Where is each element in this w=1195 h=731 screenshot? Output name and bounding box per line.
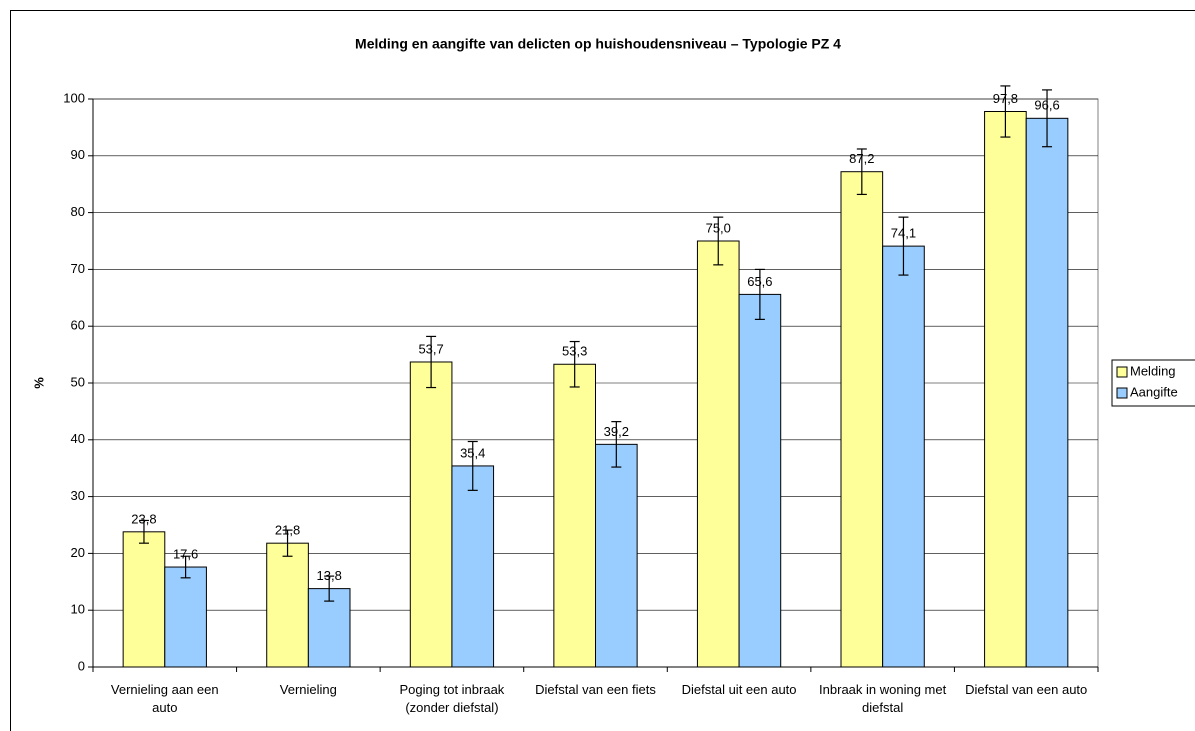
data-label: 96,6 bbox=[1034, 98, 1059, 113]
data-label: 39,2 bbox=[604, 424, 629, 439]
error-bar bbox=[180, 555, 191, 579]
data-label: 97,8 bbox=[993, 91, 1018, 106]
bar bbox=[882, 245, 925, 668]
data-label: 17,6 bbox=[173, 546, 198, 561]
bar bbox=[595, 443, 638, 668]
error-bar bbox=[1000, 85, 1011, 138]
x-tick-label: Inbraak in woning met diefstal bbox=[819, 682, 947, 715]
data-label: 87,2 bbox=[849, 151, 874, 166]
y-tick-label: 90 bbox=[71, 147, 85, 162]
error-bar bbox=[611, 421, 622, 468]
x-tick-label: Diefstal uit een auto bbox=[681, 682, 797, 697]
data-label: 21,8 bbox=[275, 523, 300, 538]
legend-label: Melding bbox=[1130, 363, 1176, 378]
error-bar bbox=[898, 216, 909, 276]
y-tick-label: 70 bbox=[71, 261, 85, 276]
x-tick-label: Diefstal van een auto bbox=[965, 682, 1088, 697]
error-bar bbox=[856, 148, 867, 196]
chart-title: Melding en aangifte van delicten op huis… bbox=[355, 36, 841, 52]
error-bar bbox=[467, 440, 478, 491]
y-tick-label: 100 bbox=[63, 90, 85, 105]
bar bbox=[266, 542, 309, 668]
error-bar bbox=[713, 216, 724, 266]
bar bbox=[738, 293, 782, 668]
y-tick-label: 0 bbox=[78, 658, 85, 673]
error-bar bbox=[569, 340, 580, 388]
legend-label: Aangifte bbox=[1130, 384, 1178, 399]
data-label: 13,8 bbox=[317, 568, 342, 583]
error-bar bbox=[138, 519, 149, 544]
y-tick-label: 60 bbox=[71, 318, 85, 333]
bar bbox=[553, 363, 596, 668]
data-label: 65,6 bbox=[747, 274, 772, 289]
bar bbox=[164, 566, 207, 668]
data-label: 35,4 bbox=[460, 445, 485, 460]
y-tick-label: 80 bbox=[71, 204, 85, 219]
data-label: 74,1 bbox=[891, 226, 916, 241]
x-tick-label: Vernieling aan een auto bbox=[110, 682, 219, 715]
y-tick-label: 30 bbox=[71, 488, 85, 503]
y-tick-label: 50 bbox=[71, 374, 85, 389]
error-bar bbox=[282, 529, 293, 557]
y-tick-label: 20 bbox=[71, 545, 85, 560]
bar bbox=[122, 531, 166, 668]
bar bbox=[451, 465, 495, 668]
y-axis-label: % bbox=[31, 377, 46, 389]
data-label: 53,3 bbox=[562, 344, 587, 359]
legend-swatch bbox=[1116, 387, 1128, 399]
error-bar bbox=[754, 268, 765, 320]
error-bar bbox=[426, 335, 437, 389]
x-tick-label: Vernieling bbox=[279, 682, 337, 697]
data-label: 23,8 bbox=[131, 511, 156, 526]
bar bbox=[1025, 117, 1069, 668]
error-bar bbox=[1042, 89, 1053, 148]
data-label: 75,0 bbox=[706, 220, 731, 235]
legend-swatch bbox=[1116, 366, 1128, 378]
bar bbox=[409, 361, 453, 668]
y-tick-label: 40 bbox=[71, 431, 85, 446]
x-tick-label: Poging tot inbraak (zonder diefstal) bbox=[399, 682, 505, 715]
error-bar bbox=[324, 575, 335, 602]
bar bbox=[696, 240, 740, 668]
bar bbox=[840, 171, 884, 668]
bar bbox=[984, 110, 1027, 668]
x-tick-label: Diefstal van een fiets bbox=[535, 682, 656, 697]
y-tick-label: 10 bbox=[71, 602, 85, 617]
data-label: 53,7 bbox=[418, 341, 443, 356]
